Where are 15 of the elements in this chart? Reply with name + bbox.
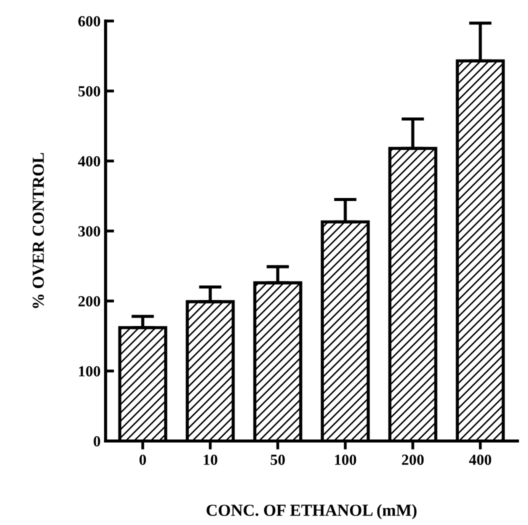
x-tick-label: 100 — [335, 454, 356, 465]
x-tick-label: 10 — [204, 454, 218, 465]
x-tick-label: 50 — [270, 454, 285, 465]
y-tick-label: 300 — [78, 226, 100, 236]
y-tick-label: 100 — [79, 366, 100, 376]
x-tick-label: 400 — [469, 454, 492, 465]
y-axis-title: % OVER CONTROL — [32, 152, 44, 308]
y-tick-label: 200 — [78, 296, 100, 306]
y-tick-label: 0 — [94, 436, 100, 446]
x-tick-label: 200 — [402, 454, 424, 465]
y-tick-label: 400 — [78, 156, 100, 166]
y-tick-label: 600 — [78, 16, 100, 26]
y-tick-label: 500 — [78, 86, 100, 96]
x-axis-title: CONC. OF ETHANOL (mM) — [206, 504, 416, 520]
x-tick-label: 0 — [139, 454, 146, 465]
